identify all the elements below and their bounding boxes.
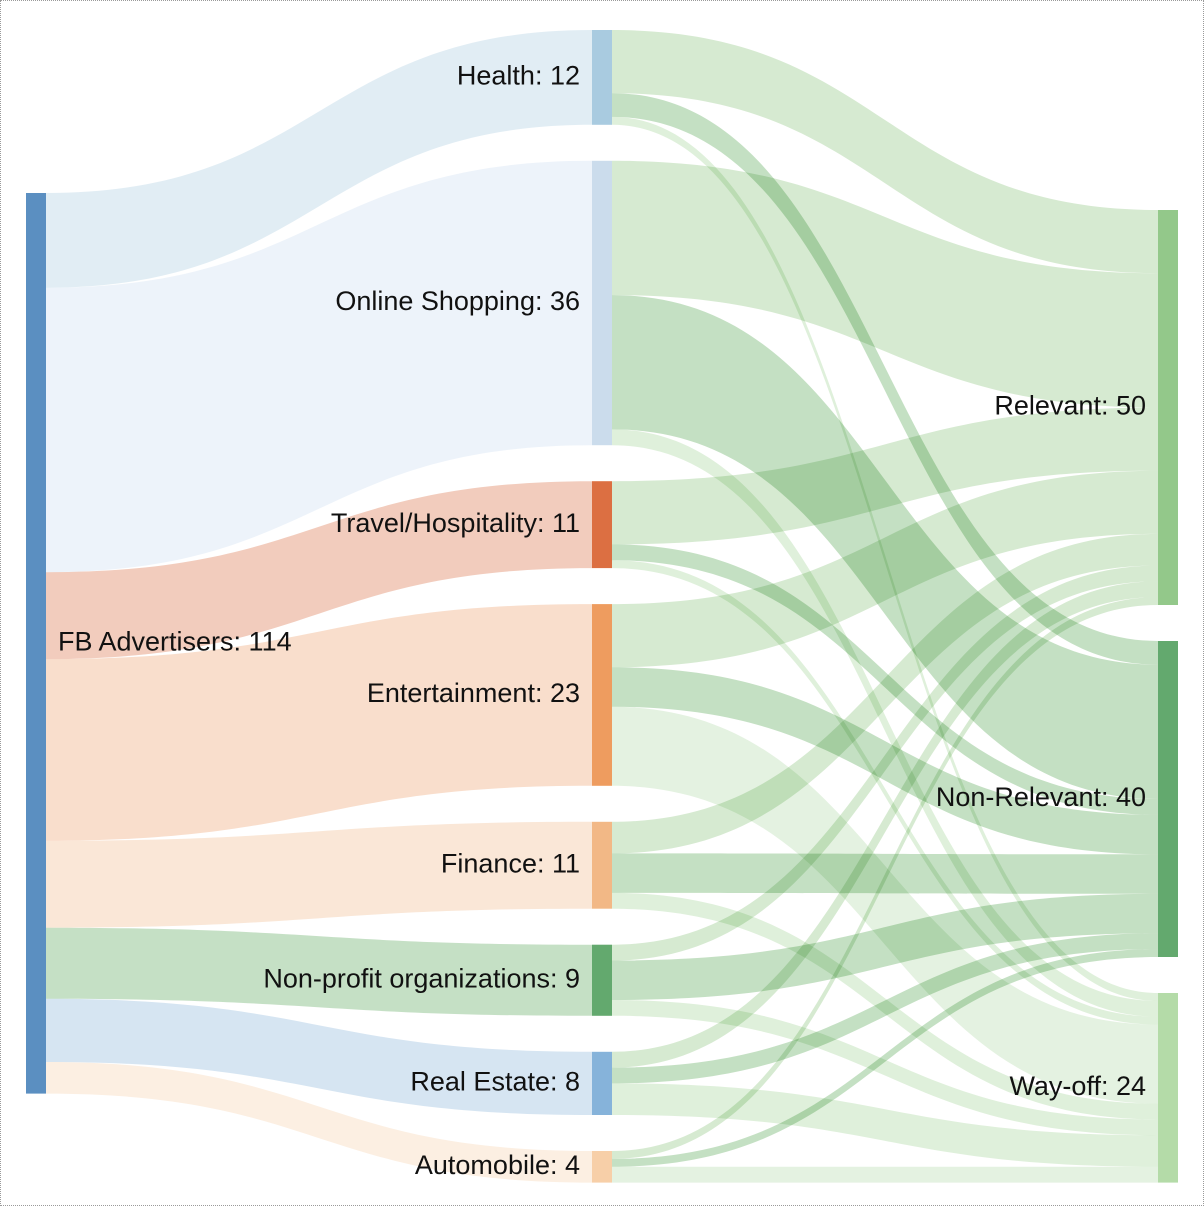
node-automobile [592, 1151, 612, 1183]
link-fb-to-health [46, 30, 592, 288]
link-realestate-to-relevant [612, 581, 1158, 1068]
link-travel-to-wayoff [612, 560, 1158, 1025]
node-relevant [1158, 210, 1178, 605]
link-fb-to-nonprofit [46, 927, 592, 1016]
link-entertainment-to-relevant [612, 470, 1158, 668]
node-shopping [592, 160, 612, 446]
node-label-wayoff: Way-off: 24 [1009, 1071, 1146, 1101]
node-label-relevant: Relevant: 50 [994, 391, 1146, 421]
node-label-nonprofit: Non-profit organizations: 9 [263, 963, 580, 993]
node-finance [592, 821, 612, 909]
node-label-realestate: Real Estate: 8 [410, 1067, 580, 1097]
link-finance-to-nonrelevant [612, 853, 1158, 894]
link-fb-to-finance [46, 821, 592, 928]
link-nonprofit-to-wayoff [612, 1000, 1158, 1136]
node-label-health: Health: 12 [457, 61, 580, 91]
link-fb-to-realestate [46, 998, 592, 1115]
node-fb [26, 193, 46, 1094]
link-realestate-to-nonrelevant [612, 933, 1158, 1084]
node-wayoff [1158, 993, 1178, 1183]
node-label-shopping: Online Shopping: 36 [335, 286, 580, 316]
link-finance-to-relevant [612, 533, 1158, 854]
node-realestate [592, 1051, 612, 1115]
node-nonrelevant [1158, 641, 1178, 957]
node-label-nonrelevant: Non-Relevant: 40 [936, 782, 1146, 812]
node-label-travel: Travel/Hospitality: 11 [331, 508, 580, 538]
node-health [592, 30, 612, 125]
link-nonprofit-to-nonrelevant [612, 893, 1158, 1000]
link-health-to-nonrelevant [612, 93, 1158, 665]
link-nonprofit-to-relevant [612, 565, 1158, 961]
labels-layer: FB Advertisers: 114 Health: 12 Online Shop… [58, 61, 1146, 1180]
node-label-automobile: Automobile: 4 [415, 1150, 580, 1180]
link-fb-to-shopping [46, 160, 592, 573]
link-automobile-to-nonrelevant [612, 949, 1158, 1167]
link-automobile-to-wayoff [612, 1166, 1158, 1183]
links-layer [46, 30, 1158, 1183]
node-nonprofit [592, 944, 612, 1016]
link-fb-to-automobile [46, 1062, 592, 1183]
node-travel [592, 481, 612, 569]
link-health-to-relevant [612, 30, 1158, 274]
node-label-fb: FB Advertisers: 114 [58, 626, 292, 656]
link-fb-to-travel [46, 481, 592, 660]
node-label-finance: Finance: 11 [441, 848, 580, 878]
link-fb-to-entertainment [46, 604, 592, 841]
node-label-entertainment: Entertainment: 23 [367, 678, 580, 708]
link-realestate-to-wayoff [612, 1083, 1158, 1167]
link-shopping-to-wayoff [612, 429, 1158, 1017]
link-shopping-to-relevant [612, 160, 1158, 408]
link-travel-to-relevant [612, 407, 1158, 545]
node-entertainment [592, 604, 612, 786]
link-automobile-to-relevant [612, 597, 1158, 1159]
nodes-layer [26, 30, 1178, 1183]
